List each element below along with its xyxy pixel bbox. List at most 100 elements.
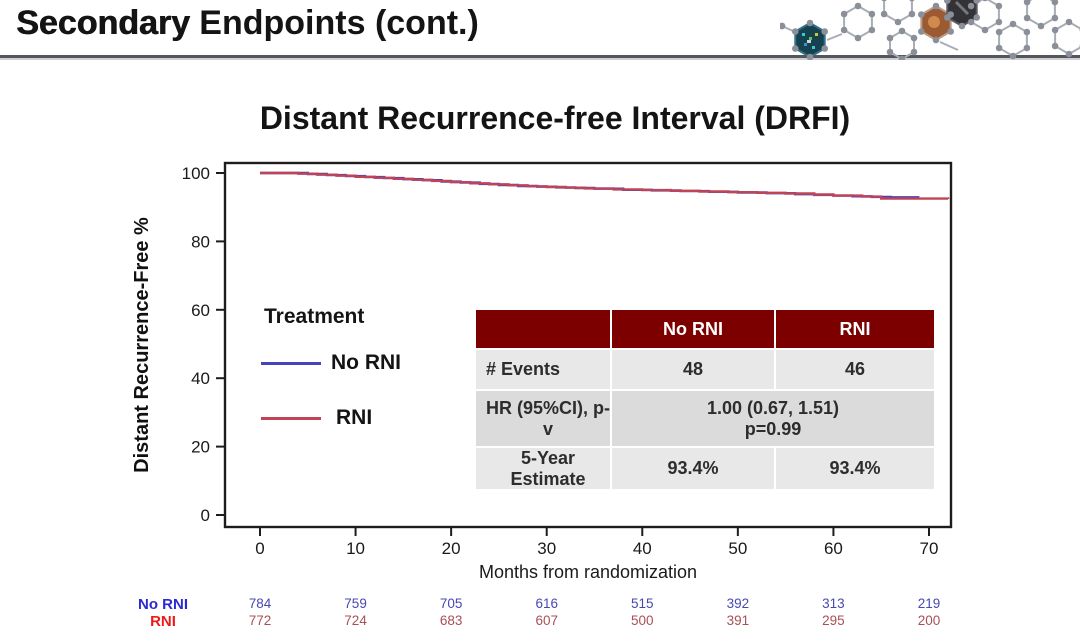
- at-risk-count: 295: [822, 613, 845, 628]
- vertex-dot: [982, 0, 988, 2]
- slide-title-secondary: Endpoints (cont.): [189, 4, 479, 42]
- vertex-dot: [840, 26, 848, 34]
- x-tick-label: 0: [255, 539, 264, 558]
- vertex-dot: [1023, 28, 1031, 36]
- at-risk-count: 759: [344, 596, 367, 611]
- vertex-dot: [1051, 26, 1059, 34]
- vertex-dot: [1065, 50, 1073, 58]
- vertex-dot: [868, 26, 876, 34]
- at-risk-label-no-rni: No RNI: [138, 596, 188, 613]
- legend-label-rni: RNI: [336, 406, 373, 429]
- hexagon-outline: [1026, 0, 1056, 28]
- vertex-dot: [995, 44, 1003, 52]
- stats-hr-value: 1.00 (0.67, 1.51) p=0.99: [612, 391, 934, 446]
- legend-label-no-rni: No RNI: [331, 351, 401, 374]
- x-tick-label: 70: [920, 539, 939, 558]
- vertex-dot: [967, 2, 975, 10]
- plot-frame: [223, 161, 953, 529]
- vertex-dot: [995, 18, 1003, 26]
- at-risk-count: 515: [631, 596, 654, 611]
- vertex-dot: [1009, 20, 1017, 28]
- curve-rni: [260, 171, 950, 200]
- statistics-table: No RNI RNI # Events 48 46 HR (95%CI), p-…: [476, 310, 934, 489]
- vertex-dot: [910, 48, 918, 56]
- hexagon-outline: [1054, 20, 1080, 56]
- vertex-dot: [944, 0, 951, 4]
- at-risk-count: 313: [822, 596, 845, 611]
- vertex-dot: [932, 2, 940, 10]
- vertex-dot: [868, 10, 876, 18]
- legend-line-no-rni: [261, 362, 321, 365]
- at-risk-count: 616: [535, 596, 558, 611]
- vertex-dot: [995, 2, 1003, 10]
- y-tick-label: 100: [182, 164, 210, 183]
- bond-line: [826, 33, 843, 41]
- header-divider: [0, 55, 1080, 60]
- hexagon-outline: [889, 29, 915, 60]
- at-risk-count: 607: [535, 613, 558, 628]
- at-risk-count: 200: [917, 613, 941, 628]
- vertex-dot: [918, 11, 925, 18]
- vertex-dot: [947, 28, 954, 35]
- vertex-dot: [1065, 18, 1073, 26]
- survival-curves: [260, 171, 950, 200]
- y-tick-label: 0: [201, 506, 210, 525]
- vertex-dot: [1023, 14, 1031, 22]
- hexagon-outline: [998, 22, 1028, 58]
- vertex-dot: [780, 22, 786, 30]
- slide-title-primary: Secondary: [16, 4, 190, 42]
- vertex-dot: [898, 27, 906, 35]
- bond-line: [939, 41, 959, 51]
- at-risk-count: 724: [344, 613, 367, 628]
- stats-hr-line2: p=0.99: [744, 418, 802, 439]
- vertex-dot: [881, 0, 887, 2]
- legend-line-rni: [261, 417, 321, 420]
- vertex-dot: [909, 0, 915, 2]
- vertex-dot: [821, 45, 828, 52]
- km-plot: 0 20 40 60 80 100 0 10 20 30 40 50 60 70 Distant Rec…: [131, 161, 953, 582]
- vertex-dot: [973, 14, 980, 21]
- y-axis-label: Distant Recurrence-Free %: [131, 217, 153, 473]
- stats-header-empty: [476, 310, 610, 348]
- stats-events-rni: 46: [776, 350, 934, 389]
- vertex-dot: [821, 28, 828, 35]
- vertex-dot: [886, 48, 894, 56]
- x-axis-ticks: 0 10 20 30 40 50 60 70: [255, 527, 938, 558]
- vertex-dot: [894, 18, 902, 26]
- at-risk-count: 705: [439, 596, 463, 611]
- slide-title: Secondary Endpoints (cont.): [16, 4, 479, 43]
- stats-row-hr-label: HR (95%CI), p-v: [476, 391, 610, 446]
- x-axis-label: Months from randomization: [479, 562, 697, 582]
- vertex-dot: [854, 34, 862, 42]
- stats-row-estimate-label: 5-Year Estimate: [476, 448, 610, 489]
- hexagon-orange-detail: [928, 16, 940, 28]
- x-tick-label: 60: [824, 539, 843, 558]
- vertex-dot: [995, 28, 1003, 36]
- vertex-dot: [1051, 42, 1059, 50]
- at-risk-count: 392: [726, 596, 750, 611]
- y-tick-label: 80: [191, 232, 210, 251]
- x-tick-label: 30: [537, 539, 556, 558]
- vertex-dot: [910, 34, 918, 42]
- vertex-dot: [944, 14, 951, 21]
- vertex-dot: [1051, 0, 1059, 6]
- y-tick-label: 40: [191, 369, 210, 388]
- vertex-dot: [967, 18, 975, 26]
- at-risk-row-rni: RNI 772 724 683 607 500 391 295 200: [0, 613, 1080, 630]
- stats-hr-line1: 1.00 (0.67, 1.51): [706, 398, 840, 419]
- at-risk-label-rni: RNI: [150, 613, 176, 630]
- stats-estimate-no-rni: 93.4%: [612, 448, 774, 489]
- at-risk-count: 683: [439, 613, 463, 628]
- y-axis-ticks: 0 20 40 60 80 100: [182, 164, 225, 525]
- vertex-dot: [898, 55, 906, 60]
- at-risk-count: 391: [726, 613, 750, 628]
- vertex-dot: [1051, 14, 1059, 22]
- vertex-dot: [880, 10, 888, 18]
- stats-events-no-rni: 48: [612, 350, 774, 389]
- vertex-dot: [973, 0, 980, 4]
- vertex-dot: [806, 53, 814, 60]
- vertex-dot: [958, 22, 966, 30]
- vertex-dot: [886, 34, 894, 42]
- vertex-dot: [1037, 22, 1045, 30]
- y-tick-label: 60: [191, 301, 210, 320]
